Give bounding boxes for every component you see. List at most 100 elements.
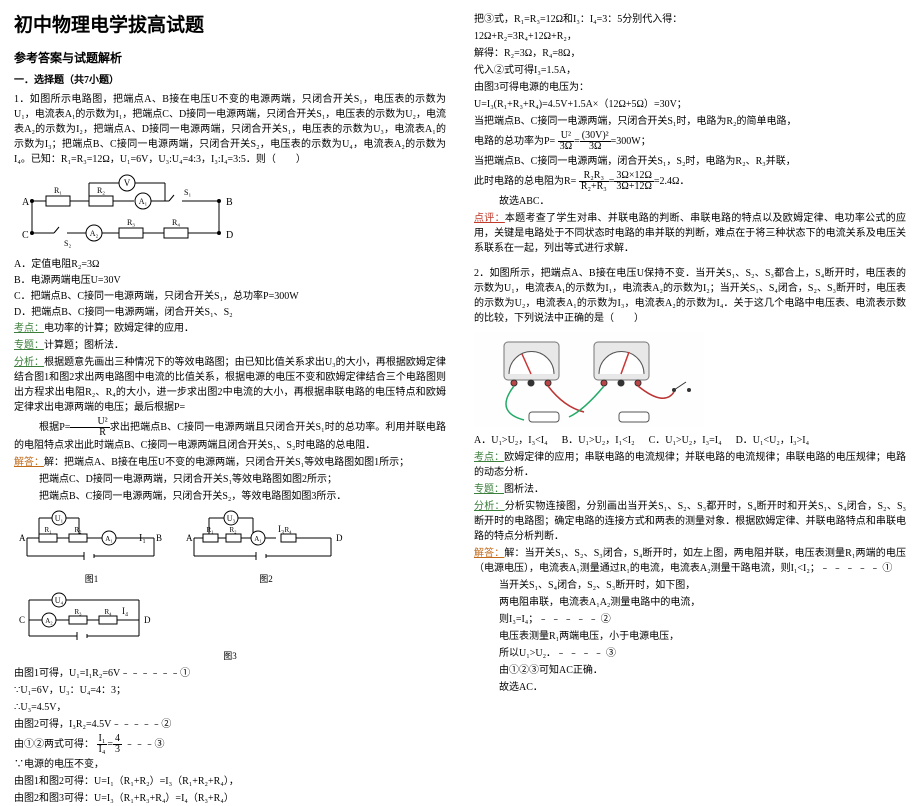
spacer [474,258,906,264]
q1-jd: 解答：解：把端点A、B接在电压U不变的电源两端，只闭合开关S₁等效电路图如图1所… [14,455,446,470]
r-l6: U=I₃(R₁+R₃+R₄)=4.5V+1.5A×（12Ω+5Ω）=30V； [474,97,906,112]
q1-fx: 分析：根据题意先画出三种情况下的等效电路图；由已知比值关系求出U₃的大小，再根据… [14,355,446,415]
r-l7: 当把端点B、C接同一电源两端，只闭合开关S₁时，电路为R₂的简单电路， [474,114,906,129]
svg-text:R₃: R₃ [74,608,82,616]
svg-text:A₁: A₁ [105,535,113,543]
svg-text:U₃: U₃ [227,514,236,523]
line-f3: ∴U₃=4.5V， [14,700,446,715]
svg-text:S₂: S₂ [64,239,71,248]
line-f7: 由图1和图2可得：U=I₁（R₁+R₂）=I₃（R₁+R₂+R₄）， [14,774,446,789]
q2-optC: C．U₁>U₂，I₃=I₄ [649,433,722,448]
svg-text:R₄: R₄ [104,608,112,616]
fx-text: 根据题意先画出三种情况下的等效电路图；由已知比值关系求出U₃的大小，再根据欧姆定… [14,357,446,413]
r-l5: 由图3可得电源的电压为： [474,80,906,95]
kd-text: 电功率的计算；欧姆定律的应用． [44,323,194,334]
kd2-label: 考点： [474,452,504,463]
q1-dp: 点评：本题考查了学生对串、并联电路的判断、串联电路的特点以及欧姆定律、电功率公式… [474,211,906,256]
q2-jd-4: 则I₃=I₄；﹣ ﹣ ﹣ ﹣ ﹣ ② [474,612,906,627]
line-f6: ∵电源的电压不变， [14,757,446,772]
q1-stem: 1．如图所示电路图，把端点A、B接在电压U不变的电源两端，只闭合开关S₁，电压表… [14,92,446,167]
q2-optB: B．U₁>U₂，I₁<I₂ [562,433,635,448]
dp-label: 点评： [474,213,505,224]
q2-zt: 专题：图析法． [474,482,906,497]
svg-text:B: B [156,533,162,543]
fig1-caption: 图1 [14,573,169,587]
q1-optD: D．把端点B、C接同一电源两端，闭合开关S₁、S₂ [14,305,446,320]
q2-fx: 分析：分析实物连接图，分别画出当开关S₁、S₂、S₃都开时，S₄断开时和开关S₁… [474,499,906,544]
r-l2: 12Ω+R₂=3R₄+12Ω+R₂， [474,29,906,44]
doc-subtitle: 参考答案与试题解析 [14,49,446,67]
q1-optA: A．定值电阻R₂=3Ω [14,257,446,272]
q2-optA: A．U₁>U₂，I₃<I₄ [474,433,548,448]
svg-text:R₁: R₁ [206,526,213,534]
q2-options-row: A．U₁>U₂，I₃<I₄ B．U₁>U₂，I₁<I₂ C．U₁>U₂，I₃=I… [474,433,906,448]
q1-circuit-diagram: V A R₁ R₂ A₁ S₁ B C [14,173,446,251]
jd-label: 解答： [14,457,44,468]
q1-fx2: 根据P=U²R求出把端点B、C接同一电源两端且只闭合开关S₁时的总功率。利用并联… [14,417,446,453]
q2-jd: 解答：解：当开关S₁、S₂、S₃闭合，S₄断开时，如左上图，两电阻并联，电压表测… [474,546,906,576]
r-l1: 把③式，R₁=R₃=12Ω和I₃：I₄=3：5分别代入得： [474,12,906,27]
r-l4: 代入②式可得I₃=1.5A， [474,63,906,78]
svg-text:R₁: R₁ [54,186,62,195]
line-f5: 由①②两式可得： I₁I₄=43 ﹣﹣﹣③ [14,734,446,755]
r-l8: 电路的总功率为P= U²3Ω=(30V)²3Ω=300W； [474,131,906,152]
svg-text:A: A [22,197,30,208]
svg-text:I₄: I₄ [122,606,128,616]
q1-kd: 考点：电功率的计算；欧姆定律的应用． [14,321,446,336]
fx-label: 分析： [14,357,44,368]
q2-optD: D．U₁<U₂，I₃>I₄ [736,433,810,448]
q2-jd-3: 两电阻串联，电流表A₁A₂测量电路中的电流， [474,595,906,610]
fig1-fig2-row: U₁ A R₁ R₂ A₁ I₁ B [14,508,446,587]
q2-jd-2: 当开关S₁、S₄闭合，S₂、S₃断开时，如下图， [474,578,906,593]
svg-text:A₂: A₂ [45,617,53,625]
svg-text:U₁: U₁ [55,514,64,523]
fig3-caption: 图3 [14,650,446,664]
svg-text:A₁: A₁ [139,197,148,206]
zt-text: 计算题；图析法． [44,340,124,351]
svg-text:R₂: R₂ [74,526,82,534]
svg-text:R₂: R₂ [229,526,237,534]
svg-text:U₄: U₄ [55,596,64,605]
svg-text:B: B [226,197,233,208]
left-column: 初中物理电学拔高试题 参考答案与试题解析 一．选择题（共7小题） 1．如图所示电… [0,0,460,651]
line-f2: ∵U₁=6V，U₃：U₄=4：3； [14,683,446,698]
svg-text:C: C [22,230,29,241]
fig1: U₁ A R₁ R₂ A₁ I₁ B [14,508,169,587]
jd2-label: 解答： [474,548,504,559]
q2-jd-6: 所以U₁>U₂．﹣ ﹣ ﹣ ﹣ ③ [474,646,906,661]
q2-stem: 2．如图所示，把端点A、B接在电压U保持不变．当开关S₁、S₂、S₃都合上，S₄… [474,266,906,326]
line-f8: 由图2和图3可得：U=I₃（R₁+R₃+R₄）=I₄（R₃+R₄） [14,791,446,806]
svg-text:R₁: R₁ [44,526,51,534]
svg-text:D: D [336,533,343,543]
q2-jd-8: 故选AC． [474,680,906,695]
q2-jd-5: 电压表测量R₁两端电压，小于电源电压， [474,629,906,644]
q1-zt: 专题：计算题；图析法． [14,338,446,353]
q1-optC: C．把端点B、C接同一电源两端，只闭合开关S₁，总功率P=300W [14,289,446,304]
fig2-caption: 图2 [181,573,351,587]
q2-apparatus-image [474,332,906,427]
r-l3: 解得：R₂=3Ω，R₄=8Ω， [474,46,906,61]
svg-text:V: V [124,178,131,188]
svg-text:I₃: I₃ [278,524,284,534]
doc-title: 初中物理电学拔高试题 [14,12,446,41]
r-l9: 当把端点B、C接同一电源两端，闭合开关S₁，S₂时，电路为R₂、R₃并联， [474,154,906,169]
q1-jd3: 把端点B、C接同一电源两端，只闭合开关S₂，等效电路图如图3所示． [14,489,446,504]
svg-text:A: A [19,533,26,543]
svg-text:D: D [226,230,233,241]
svg-text:R₄: R₄ [284,526,292,534]
q1-optB: B．电源两端电压U=30V [14,273,446,288]
section-1-header: 一．选择题（共7小题） [14,73,446,88]
kd-label: 考点： [14,323,44,334]
svg-text:A₁: A₁ [254,535,262,543]
zt-label: 专题： [14,340,44,351]
line-f4: 由图2可得，I₃R₂=4.5V﹣﹣﹣﹣﹣② [14,717,446,732]
fx2-label: 分析： [474,501,505,512]
r-l10: 此时电路的总电阻为R= R₂R₃R₂+R₃=3Ω×12Ω3Ω+12Ω=2.4Ω． [474,171,906,192]
q1-jd2: 把端点C、D接同一电源两端，只闭合开关S₁等效电路图如图2所示； [14,472,446,487]
zt2-label: 专题： [474,484,504,495]
svg-text:R₃: R₃ [127,218,135,227]
r-l11: 故选ABC． [474,194,906,209]
svg-text:A: A [186,533,193,543]
svg-text:A₂: A₂ [90,229,99,238]
svg-text:S₁: S₁ [184,188,191,197]
